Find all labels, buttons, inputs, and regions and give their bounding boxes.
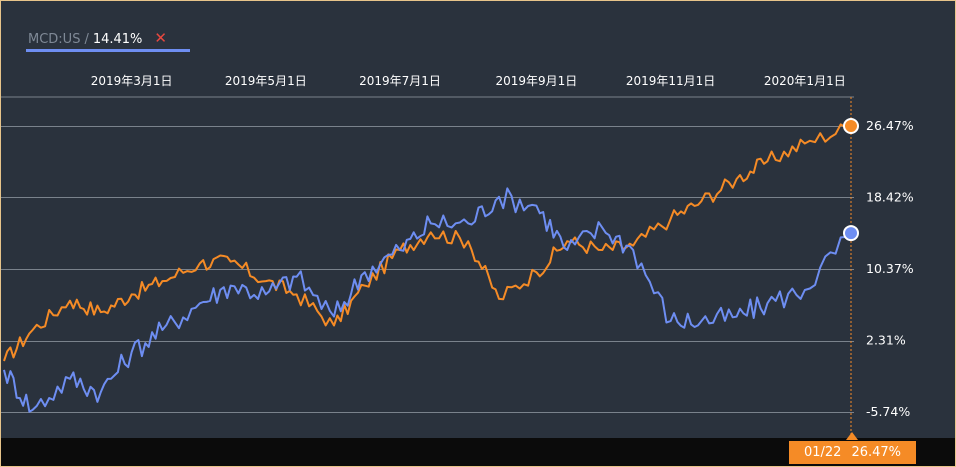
crosshair-badge: 01/22 26.47%	[789, 441, 916, 464]
x-tick-label: 2019年3月1日	[91, 74, 173, 88]
end-marker-blue	[843, 225, 859, 242]
y-tick-label: 18.42%	[866, 189, 914, 204]
legend-value: 14.41%	[92, 32, 143, 47]
y-tick-label: 10.37%	[866, 261, 914, 276]
legend-ticker[interactable]: MCD:US	[28, 32, 81, 47]
y-tick-label: 2.31%	[866, 333, 906, 348]
legend-separator: /	[84, 32, 89, 47]
x-tick-label: 2020年1月1日	[764, 74, 846, 88]
x-tick-label: 2019年7月1日	[359, 74, 441, 88]
x-tick-label: 2019年11月1日	[626, 74, 715, 88]
series-lines	[3, 123, 852, 413]
y-axis-ticks: 26.47% 18.42% 10.37% 2.31% -5.74%	[866, 118, 914, 419]
x-tick-label: 2019年9月1日	[495, 74, 577, 88]
x-axis-ticks: 2019年3月1日 2019年5月1日 2019年7月1日 2019年9月1日 2019…	[91, 74, 846, 88]
crosshair-badge-arrow	[846, 432, 858, 440]
crosshair-date: 01/22	[803, 445, 842, 460]
legend-underline	[26, 49, 190, 52]
crosshair-value: 26.47%	[851, 445, 902, 460]
y-tick-label: -5.74%	[866, 404, 910, 419]
series-line-blue	[3, 187, 852, 413]
series-line-orange	[3, 123, 852, 362]
y-tick-label: 26.47%	[866, 118, 914, 133]
close-icon[interactable]: ✕	[154, 29, 167, 47]
x-tick-label: 2019年5月1日	[225, 74, 307, 88]
end-marker-orange	[843, 118, 859, 134]
legend: MCD:US/14.41% ✕	[28, 28, 167, 52]
end-markers	[843, 118, 859, 242]
